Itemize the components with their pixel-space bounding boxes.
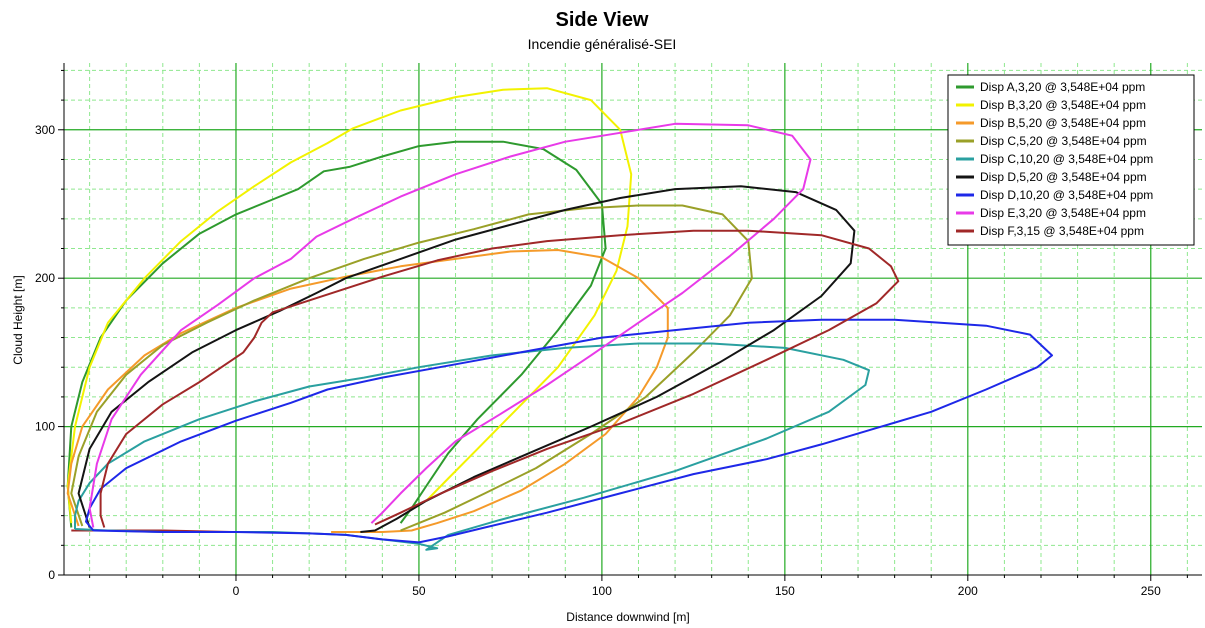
y-axis-label: Cloud Height [m] xyxy=(11,275,25,364)
x-tick-label: 200 xyxy=(958,584,978,598)
series-line-2 xyxy=(66,249,669,533)
series-line-1 xyxy=(66,87,633,524)
series-line-6 xyxy=(85,318,1053,544)
chart-subtitle: Incendie généralisé-SEI xyxy=(528,36,677,52)
legend-label: Disp A,3,20 @ 3,548E+04 ppm xyxy=(980,80,1145,94)
legend-label: Disp D,10,20 @ 3,548E+04 ppm xyxy=(980,188,1153,202)
series-line-7 xyxy=(88,122,812,528)
series-line-3 xyxy=(70,204,753,532)
series-line-0 xyxy=(66,140,607,528)
x-tick-label: 50 xyxy=(412,584,426,598)
x-axis-label: Distance downwind [m] xyxy=(566,610,689,624)
series-line-8 xyxy=(99,229,900,528)
chart-title: Side View xyxy=(555,9,648,31)
y-tick-label: 100 xyxy=(35,420,55,434)
legend-label: Disp D,5,20 @ 3,548E+04 ppm xyxy=(980,170,1147,184)
x-tick-label: 250 xyxy=(1141,584,1161,598)
x-tick-label: 0 xyxy=(233,584,240,598)
legend-label: Disp E,3,20 @ 3,548E+04 ppm xyxy=(980,206,1146,220)
series-line-5 xyxy=(77,185,856,533)
y-tick-label: 0 xyxy=(48,568,55,582)
legend-label: Disp F,3,15 @ 3,548E+04 ppm xyxy=(980,224,1144,238)
plot-area: 0 50 100 150 200 250 0 100 200 300 xyxy=(35,63,1202,598)
legend-label: Disp B,3,20 @ 3,548E+04 ppm xyxy=(980,98,1146,112)
y-tick-label: 200 xyxy=(35,271,55,285)
legend-box xyxy=(947,74,1195,246)
legend-label: Disp C,5,20 @ 3,548E+04 ppm xyxy=(980,134,1147,148)
series-group xyxy=(66,87,1053,551)
series-line-4 xyxy=(74,342,870,551)
x-tick-label: 150 xyxy=(775,584,795,598)
legend-label: Disp C,10,20 @ 3,548E+04 ppm xyxy=(980,152,1153,166)
x-tick-label: 100 xyxy=(592,584,612,598)
y-tick-label: 300 xyxy=(35,123,55,137)
legend: Disp A,3,20 @ 3,548E+04 ppm Disp B,3,20 @… xyxy=(947,74,1195,246)
legend-label: Disp B,5,20 @ 3,548E+04 ppm xyxy=(980,116,1146,130)
